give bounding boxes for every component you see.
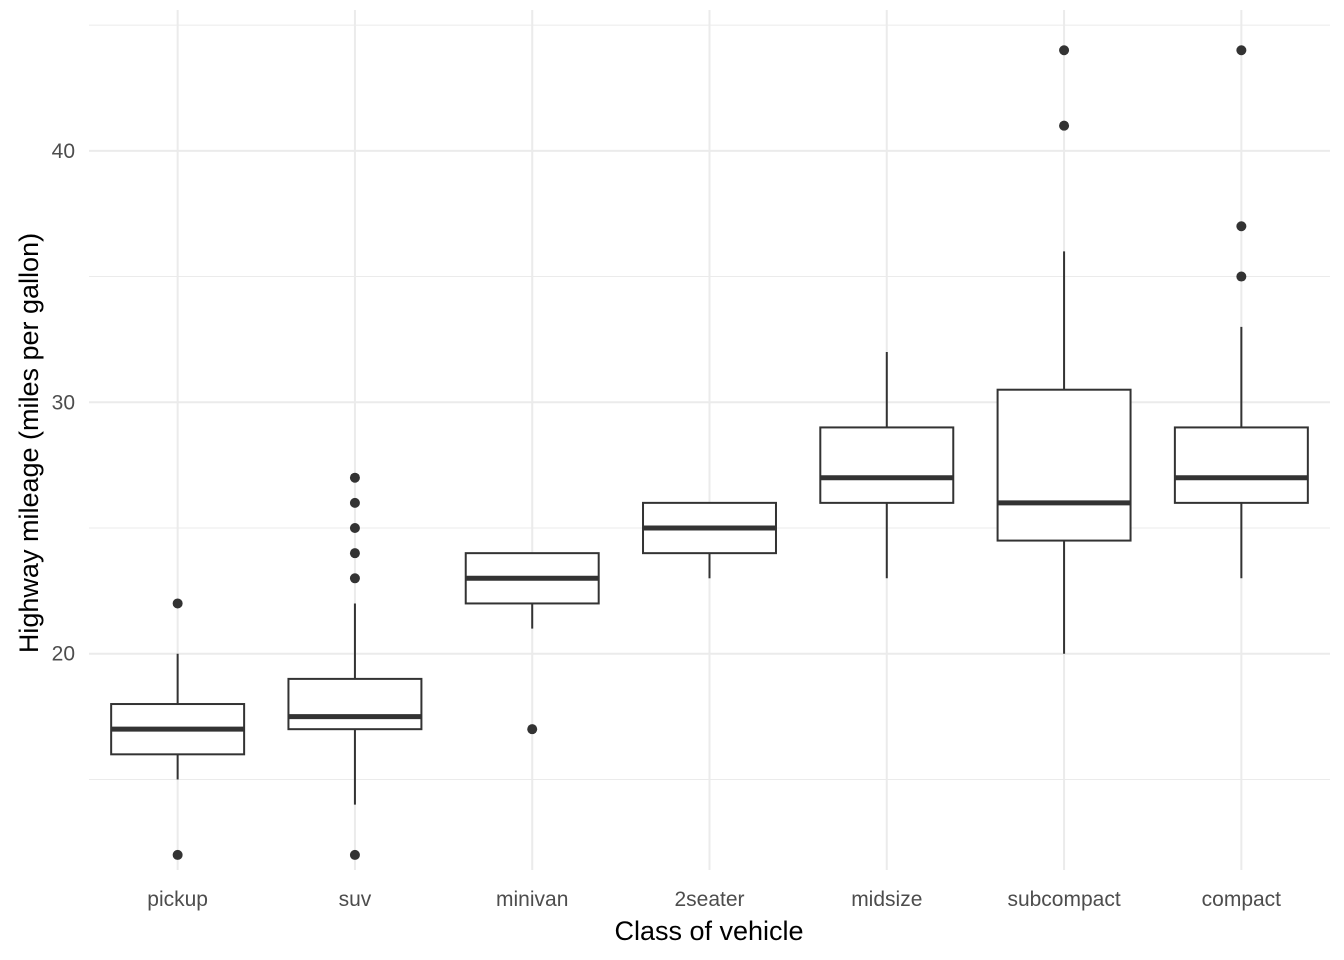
box-2seater: [642, 501, 777, 579]
outlier-point: [349, 573, 360, 584]
x-tick-label-2seater: 2seater: [674, 888, 744, 911]
y-axis-title: Highway mileage (miles per gallon): [14, 233, 44, 653]
x-axis-title: Class of vehicle: [614, 916, 803, 946]
outlier-point: [172, 598, 183, 609]
y-tick-label: 30: [52, 391, 75, 414]
box-suv: [287, 472, 423, 860]
outlier-point: [349, 523, 360, 534]
interquartile-box: [819, 426, 955, 504]
x-tick-label-midsize: midsize: [851, 888, 922, 911]
interquartile-box: [287, 677, 423, 731]
x-axis-ticks: pickup suv minivan 2seater midsize subcompact…: [147, 888, 1281, 911]
outlier-point: [349, 548, 360, 559]
x-tick-label-subcompact: subcompact: [1007, 888, 1120, 911]
outlier-point: [349, 849, 360, 860]
box-pickup: [110, 598, 246, 860]
outlier-point: [1236, 221, 1247, 232]
outlier-point: [527, 724, 538, 735]
outlier-point: [349, 497, 360, 508]
y-tick-label: 20: [52, 643, 75, 666]
x-tick-label-minivan: minivan: [496, 888, 568, 911]
box-compact: [1173, 45, 1309, 579]
outlier-point: [1059, 120, 1070, 131]
box-midsize: [819, 351, 955, 579]
outlier-point: [1059, 45, 1070, 56]
outlier-point: [349, 472, 360, 483]
outlier-point: [172, 849, 183, 860]
interquartile-box: [1173, 426, 1309, 504]
outlier-point: [1236, 45, 1247, 56]
interquartile-box: [996, 388, 1132, 542]
y-axis-ticks: 20 30 40: [52, 140, 75, 666]
x-tick-label-compact: compact: [1202, 888, 1282, 911]
x-tick-label-pickup: pickup: [147, 888, 208, 911]
y-tick-label: 40: [52, 140, 75, 163]
box-minivan: [464, 552, 600, 735]
outlier-point: [1236, 271, 1247, 282]
box-series: [110, 45, 1309, 860]
x-tick-label-suv: suv: [339, 888, 372, 911]
box-subcompact: [996, 45, 1132, 654]
